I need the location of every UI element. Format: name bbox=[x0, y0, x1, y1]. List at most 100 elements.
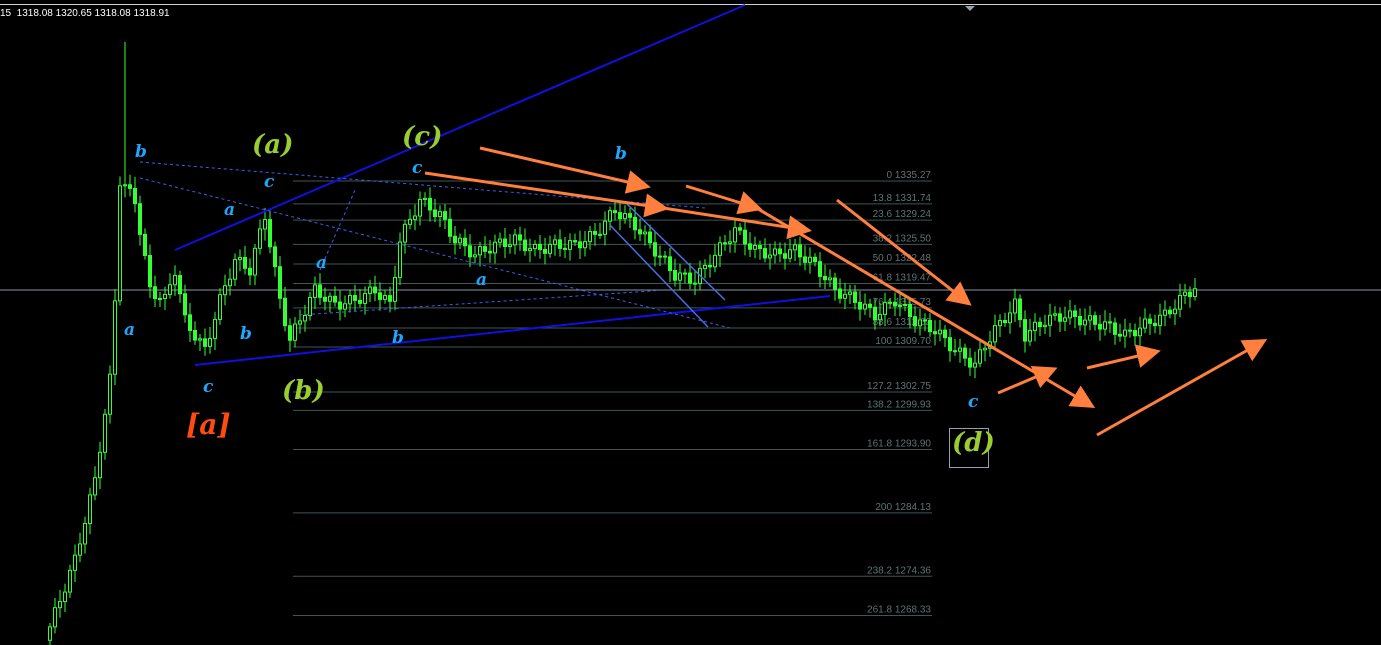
candle-body bbox=[278, 266, 282, 299]
upper-trend-line bbox=[174, 4, 746, 251]
candle-body bbox=[58, 601, 62, 609]
candle-body bbox=[968, 357, 972, 368]
candle-body bbox=[133, 187, 137, 205]
candle-body bbox=[693, 282, 697, 285]
candle-body bbox=[773, 248, 777, 256]
candle-body bbox=[788, 249, 792, 259]
candle-body bbox=[213, 318, 217, 339]
candle-body bbox=[1188, 291, 1192, 298]
fib-label: 76.4 1315.73 bbox=[873, 297, 932, 308]
candle-body bbox=[1028, 329, 1032, 342]
candle-body bbox=[603, 220, 607, 235]
candle-body bbox=[93, 477, 97, 496]
wave-label-box bbox=[949, 428, 989, 468]
candle-body bbox=[143, 233, 147, 256]
candle-body bbox=[68, 569, 72, 593]
candle-body bbox=[313, 284, 317, 298]
candle-body bbox=[1003, 320, 1007, 324]
candle-body bbox=[818, 261, 822, 277]
candle-body bbox=[963, 347, 967, 359]
candle-body bbox=[923, 319, 927, 322]
fib-label: 38.2 1325.50 bbox=[873, 233, 932, 244]
candle-body bbox=[208, 337, 212, 347]
candle-body bbox=[678, 272, 682, 281]
candle-body bbox=[458, 237, 462, 244]
candle-body bbox=[288, 325, 292, 341]
lower-trend-line bbox=[194, 295, 831, 366]
candle-body bbox=[598, 233, 602, 236]
candle-body bbox=[768, 254, 772, 259]
candle-body bbox=[893, 301, 897, 307]
candle-body bbox=[413, 215, 417, 220]
candle-body bbox=[63, 591, 67, 603]
candle-body bbox=[943, 329, 947, 339]
candle-body bbox=[528, 248, 532, 252]
candle-body bbox=[368, 286, 372, 294]
candle-body bbox=[993, 325, 997, 343]
arrow bbox=[479, 146, 651, 194]
candle-body bbox=[898, 304, 902, 307]
candle-body bbox=[1113, 322, 1117, 335]
candle-body bbox=[878, 313, 882, 321]
candle-body bbox=[258, 228, 262, 249]
candle-body bbox=[228, 278, 232, 287]
candle-body bbox=[328, 295, 332, 302]
candle-body bbox=[548, 243, 552, 254]
candle-body bbox=[883, 301, 887, 315]
candle-body bbox=[653, 242, 657, 257]
candle-body bbox=[513, 234, 517, 246]
candle-body bbox=[623, 213, 627, 220]
candle-body bbox=[778, 248, 782, 255]
candle-body bbox=[763, 248, 767, 259]
forecast-arrows bbox=[424, 146, 1268, 437]
channel-line bbox=[609, 224, 709, 328]
wave-label: b bbox=[240, 324, 252, 344]
candle-body bbox=[1143, 318, 1147, 329]
candle-body bbox=[833, 277, 837, 290]
candle-body bbox=[188, 314, 192, 331]
candle-body bbox=[593, 231, 597, 235]
candle-body bbox=[628, 213, 632, 218]
dashed-lines bbox=[139, 161, 731, 329]
wave-label: b bbox=[392, 328, 404, 348]
fib-label: 161.8 1293.90 bbox=[867, 438, 931, 449]
candle-body bbox=[198, 338, 202, 341]
fib-label: 88.6 1312.62 bbox=[873, 317, 932, 328]
candle-body bbox=[293, 323, 297, 341]
wave-label-a: (a) bbox=[252, 130, 294, 160]
candle-body bbox=[103, 413, 107, 453]
candle-body bbox=[78, 543, 82, 556]
candle-body bbox=[673, 270, 677, 281]
wave-label: a bbox=[124, 320, 136, 340]
candle-body bbox=[318, 284, 322, 298]
arrow bbox=[1086, 344, 1161, 370]
candle-body bbox=[758, 245, 762, 250]
candle-body bbox=[338, 301, 342, 310]
candle-body bbox=[1023, 319, 1027, 342]
candle-body bbox=[463, 237, 467, 247]
fib-label: 261.8 1268.33 bbox=[867, 604, 931, 615]
candle-body bbox=[473, 254, 477, 258]
wave-label: a bbox=[316, 253, 328, 273]
candle-body bbox=[643, 231, 647, 235]
candle-body bbox=[163, 293, 167, 299]
candle-body bbox=[723, 242, 727, 245]
candle-body bbox=[443, 211, 447, 220]
candle-body bbox=[308, 296, 312, 317]
candle-body bbox=[928, 319, 932, 333]
candle-body bbox=[823, 275, 827, 281]
arrow bbox=[997, 366, 1058, 395]
candle-body bbox=[588, 231, 592, 243]
candle-body bbox=[53, 607, 57, 628]
candle-body bbox=[538, 243, 542, 251]
channel-line bbox=[624, 201, 726, 301]
candle-body bbox=[483, 246, 487, 252]
candle-body bbox=[1083, 319, 1087, 326]
candle-body bbox=[248, 267, 252, 276]
candle-body bbox=[633, 216, 637, 231]
dashed-line bbox=[139, 161, 706, 209]
candle-body bbox=[708, 264, 712, 268]
candle-body bbox=[113, 300, 117, 375]
candle-body bbox=[193, 329, 197, 341]
